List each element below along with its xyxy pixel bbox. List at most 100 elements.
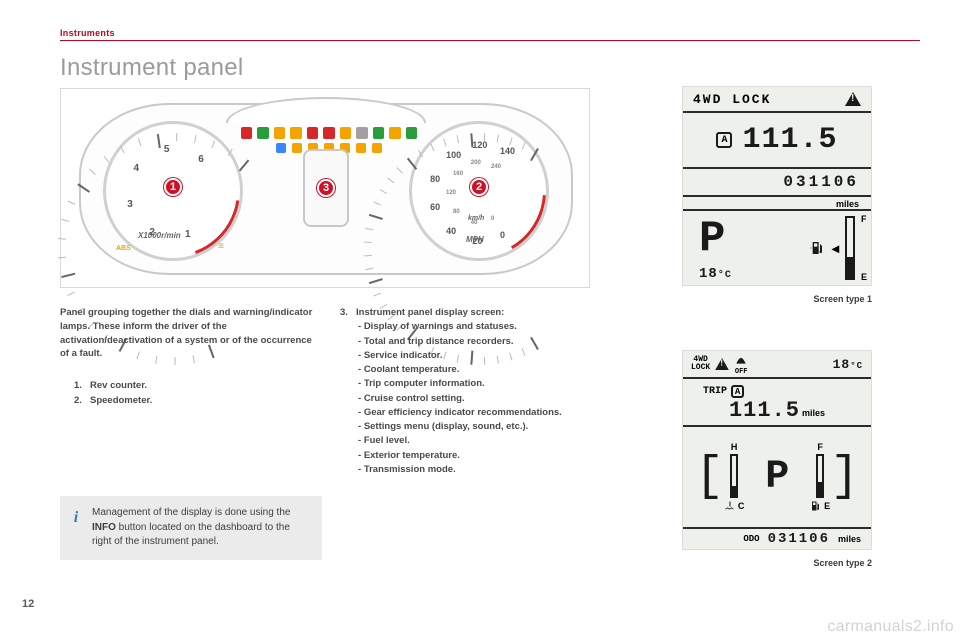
screen2-fuel-gauge bbox=[816, 454, 824, 498]
numbered-list-right: 3.Instrument panel display screen: Displ… bbox=[340, 306, 590, 477]
page-title: Instrument panel bbox=[60, 54, 244, 82]
fuel-E: E bbox=[861, 272, 867, 282]
warning-lamp bbox=[292, 143, 302, 153]
manual-page: Instruments Instrument panel 1 2 3 4 5 6 X100… bbox=[60, 18, 920, 618]
speedo-unit-kmh: km/h bbox=[468, 215, 484, 222]
cluster-illustration-frame: 123456 X1000r/min ABS ≡ 1 3 020406080100… bbox=[60, 88, 590, 288]
fog-lamp-icon: ≡ bbox=[218, 241, 224, 252]
dial-number: 40 bbox=[446, 226, 456, 236]
screen2-trip-row: TRIP A 111.5 miles bbox=[683, 379, 871, 427]
screen2-temp-unit: °C bbox=[850, 361, 863, 371]
dial-number: 6 bbox=[198, 154, 204, 165]
screen1-fuel-gauge bbox=[845, 216, 855, 280]
screen2-odo-label: ODO bbox=[743, 534, 759, 544]
warning-triangle-icon bbox=[845, 92, 861, 106]
list-item: Service indicator. bbox=[358, 349, 590, 363]
warning-lamp bbox=[290, 127, 301, 139]
dial-number: 140 bbox=[500, 146, 515, 156]
abs-lamp: ABS bbox=[116, 245, 131, 252]
numbered-list-left: 1.Rev counter. 2.Speedometer. bbox=[74, 378, 152, 408]
header-rule bbox=[60, 40, 920, 41]
fuel-F: F bbox=[817, 442, 823, 452]
callout-3: 3 bbox=[317, 179, 335, 197]
screen2-trip-unit: miles bbox=[802, 408, 825, 418]
screen2-trip-letter: A bbox=[731, 385, 744, 398]
screen2-caption: Screen type 2 bbox=[813, 558, 872, 568]
coolant-H: H bbox=[731, 442, 738, 452]
screen2-odo-value: 031106 bbox=[768, 531, 830, 547]
fuel-F: F bbox=[861, 214, 867, 224]
list3-title: Instrument panel display screen: bbox=[356, 307, 504, 318]
dial-number: 80 bbox=[430, 174, 440, 184]
warning-triangle-icon bbox=[715, 358, 729, 370]
dial-number: 60 bbox=[430, 202, 440, 212]
dial-number-inner: 120 bbox=[446, 190, 456, 196]
warning-lamp bbox=[356, 143, 366, 153]
screen1-odo-row: 031106 bbox=[683, 169, 871, 197]
screen2-odo-unit: miles bbox=[838, 534, 861, 544]
warning-lamp bbox=[373, 127, 384, 139]
center-display: 3 bbox=[303, 149, 349, 227]
fuel-pump-icon bbox=[810, 240, 826, 256]
screen1-caption: Screen type 1 bbox=[813, 294, 872, 304]
speedo-unit-mph: MPH bbox=[466, 235, 484, 244]
screen1-temp: 18 bbox=[699, 266, 718, 282]
screen2-4wd-lock: 4WD LOCK bbox=[691, 356, 710, 372]
coolant-gauge bbox=[730, 454, 738, 498]
list-item: Display of warnings and statuses. bbox=[358, 320, 590, 334]
cluster-shell: 123456 X1000r/min ABS ≡ 1 3 020406080100… bbox=[79, 103, 573, 275]
screen1-trip-row: A 111.5 bbox=[683, 113, 871, 169]
dial-number: 100 bbox=[446, 150, 461, 160]
warning-lamp bbox=[323, 127, 334, 139]
warning-lamp bbox=[241, 127, 252, 139]
dial-number-inner: 80 bbox=[453, 209, 460, 215]
warning-lamp bbox=[372, 143, 382, 153]
dial-number-inner: 240 bbox=[491, 164, 501, 170]
list-item: Exterior temperature. bbox=[358, 449, 590, 463]
info-note: i Management of the display is done usin… bbox=[60, 496, 322, 560]
esc-off-icon: OFF bbox=[734, 353, 748, 376]
coolant-icon bbox=[724, 500, 736, 512]
warning-lamp bbox=[356, 127, 367, 139]
dial-number-inner: 200 bbox=[471, 160, 481, 166]
section-label: Instruments bbox=[60, 28, 115, 38]
screen1-temp-unit: °C bbox=[718, 270, 732, 281]
screen1-4wd-mode: 4WD LOCK bbox=[693, 92, 771, 107]
warning-lamp bbox=[307, 127, 318, 139]
list-item: Trip computer information. bbox=[358, 377, 590, 391]
rev-counter-dial: 123456 X1000r/min ABS ≡ 1 bbox=[103, 121, 243, 261]
info-icon: i bbox=[68, 506, 84, 522]
screen2-gear: P bbox=[765, 455, 789, 500]
screen1-gear: P bbox=[699, 214, 725, 264]
callout-2: 2 bbox=[470, 178, 488, 196]
trip-letter-badge: A bbox=[716, 132, 732, 148]
list-item: Cruise control setting. bbox=[358, 392, 590, 406]
screen2-top-row: 4WD LOCK OFF 18°C bbox=[683, 351, 871, 379]
intro-paragraph: Panel grouping together the dials and wa… bbox=[60, 306, 318, 361]
screen2-odo-row: ODO 031106 miles bbox=[683, 527, 871, 549]
warning-lamp bbox=[257, 127, 268, 139]
screen-type-2: 4WD LOCK OFF 18°C TRIP A 111.5 miles bbox=[682, 350, 872, 550]
screen2-trip-value: 111.5 bbox=[729, 398, 800, 423]
warning-lamp bbox=[389, 127, 400, 139]
screen-type-1: 4WD LOCK A 111.5 031106 miles P 18°C ◂ bbox=[682, 86, 872, 286]
rev-unit: X1000r/min bbox=[138, 231, 181, 240]
dial-number: 4 bbox=[134, 163, 140, 174]
coolant-C: C bbox=[738, 501, 745, 511]
list-item: Settings menu (display, sound, etc.). bbox=[358, 420, 590, 434]
callout-1: 1 bbox=[164, 178, 182, 196]
list-item: Coolant temperature. bbox=[358, 363, 590, 377]
fuel-pump-icon bbox=[810, 500, 822, 512]
dial-number: 5 bbox=[164, 144, 170, 155]
dial-number-inner: 160 bbox=[453, 171, 463, 177]
list-item: Transmission mode. bbox=[358, 463, 590, 477]
speedometer-dial: 02040608010012014004080120160200240 MPH … bbox=[409, 121, 549, 261]
list-item: Rev counter. bbox=[90, 380, 147, 391]
screen2-mid-row: [ H C P F bbox=[683, 427, 871, 527]
dial-number: 120 bbox=[472, 140, 487, 150]
screen1-trip-value: 111.5 bbox=[742, 123, 837, 157]
screen2-trip-label: TRIP bbox=[703, 386, 727, 397]
warning-lamp-row-1 bbox=[241, 127, 417, 141]
info-bold: INFO bbox=[92, 522, 116, 533]
warning-lamp bbox=[340, 127, 351, 139]
